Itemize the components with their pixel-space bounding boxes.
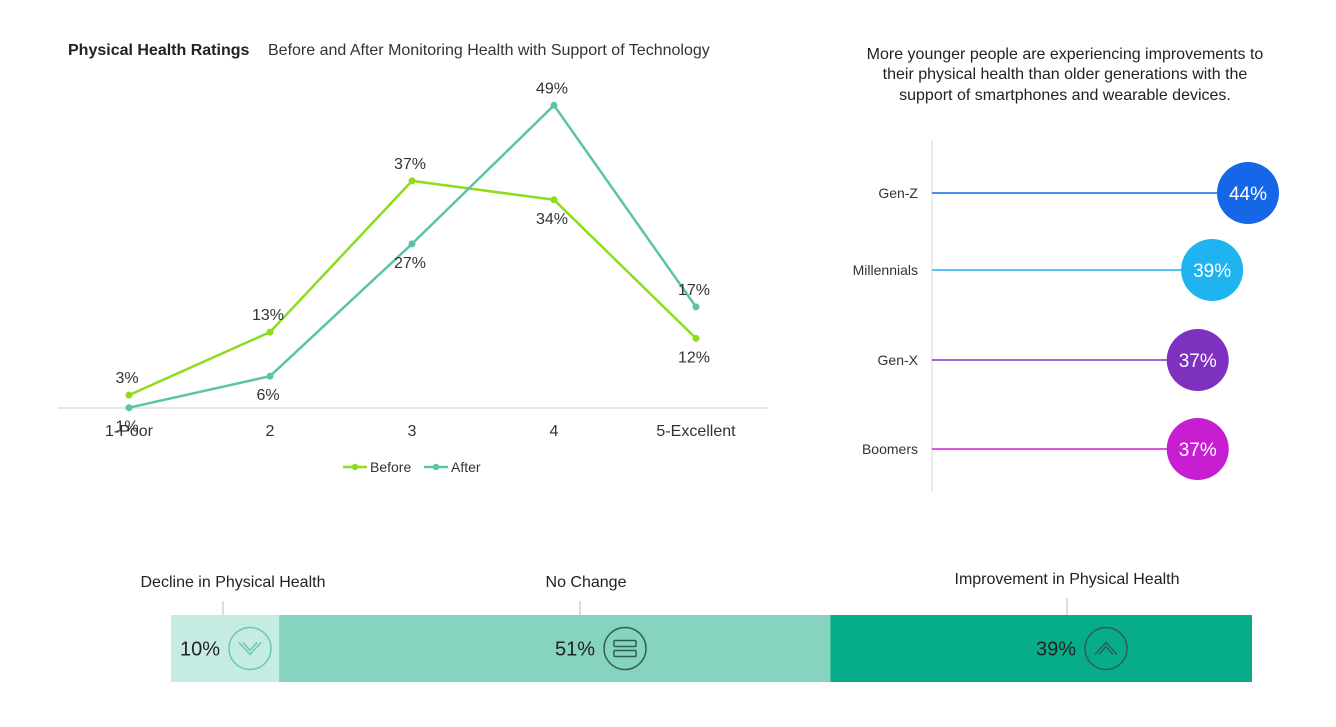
data-label-before: 37% [394,156,426,173]
chevron-up-circle-icon [1084,626,1128,671]
series-line-before [128,179,697,397]
data-label-after: 17% [678,282,710,299]
segment-value-label: 10% [180,639,220,661]
lollipop-title-line-3: support of smartphones and wearable devi… [899,87,1231,104]
point-after [550,101,558,109]
point-before [125,391,133,399]
legend-after-marker [432,463,440,471]
health-change-bar: Decline in Physical Health 10% No Change 51… [141,571,1252,682]
category-label-millennials: Millennials [853,262,918,278]
category-label-boomers: Boomers [862,441,918,457]
point-after [692,303,700,311]
data-label-before: 34% [536,211,568,228]
point-after [266,372,274,380]
line-chart-subtitle: Before and After Monitoring Health with … [268,42,710,59]
data-label-after: 49% [536,80,568,97]
point-before [408,177,416,185]
point-after [125,404,133,412]
data-label-before: 12% [678,349,710,366]
data-label-before: 13% [252,307,284,324]
value-label-gen-x: 37% [1179,351,1217,372]
data-label-before: 3% [115,370,138,387]
legend: Before After [343,459,481,475]
data-label-after: 27% [394,255,426,272]
lollipop-title-line-2: their physical health than older generat… [883,66,1248,83]
equals-circle-icon [603,626,647,671]
x-tick-label: 4 [550,423,559,440]
x-tick-label: 2 [266,423,275,440]
point-before [692,334,700,342]
generation-lollipop-chart: More younger people are experiencing imp… [853,46,1279,492]
point-before [550,196,558,204]
category-label-gen-z: Gen-Z [878,185,918,201]
segment-1 [279,615,831,682]
segment-value-label: 39% [1036,639,1076,661]
lollipop-dot-millennials [1181,239,1244,301]
value-label-boomers: 37% [1179,440,1217,461]
point-after [408,240,416,248]
segment-2 [830,615,1252,682]
x-tick-label: 5-Excellent [656,423,736,440]
segment-value-label: 51% [555,639,595,661]
legend-before-label: Before [370,459,411,475]
x-tick-label: 1-Poor [105,423,154,440]
segment-category-label: Decline in Physical Health [141,574,326,591]
segment-category-label: No Change [546,574,627,591]
x-tick-label: 3 [408,423,417,440]
line-chart: Physical Health Ratings Before and After… [58,42,768,475]
segment-category-label: Improvement in Physical Health [955,571,1180,588]
lollipop-dot-gen-x [1166,329,1229,391]
data-label-after: 1% [115,419,138,436]
value-label-millennials: 39% [1193,261,1231,282]
lollipop-dot-boomers [1166,418,1229,480]
lollipop-title-line-1: More younger people are experiencing imp… [867,46,1264,63]
lollipop-dot-gen-z [1217,162,1279,224]
legend-after-label: After [451,459,481,475]
point-before [266,328,274,336]
chevron-down-circle-icon [228,626,272,671]
line-chart-title: Physical Health Ratings [68,42,249,59]
data-label-after: 6% [256,387,279,404]
legend-before-marker [351,463,359,471]
segment-0 [171,615,280,682]
category-label-gen-x: Gen-X [878,352,919,368]
value-label-gen-z: 44% [1229,184,1267,205]
